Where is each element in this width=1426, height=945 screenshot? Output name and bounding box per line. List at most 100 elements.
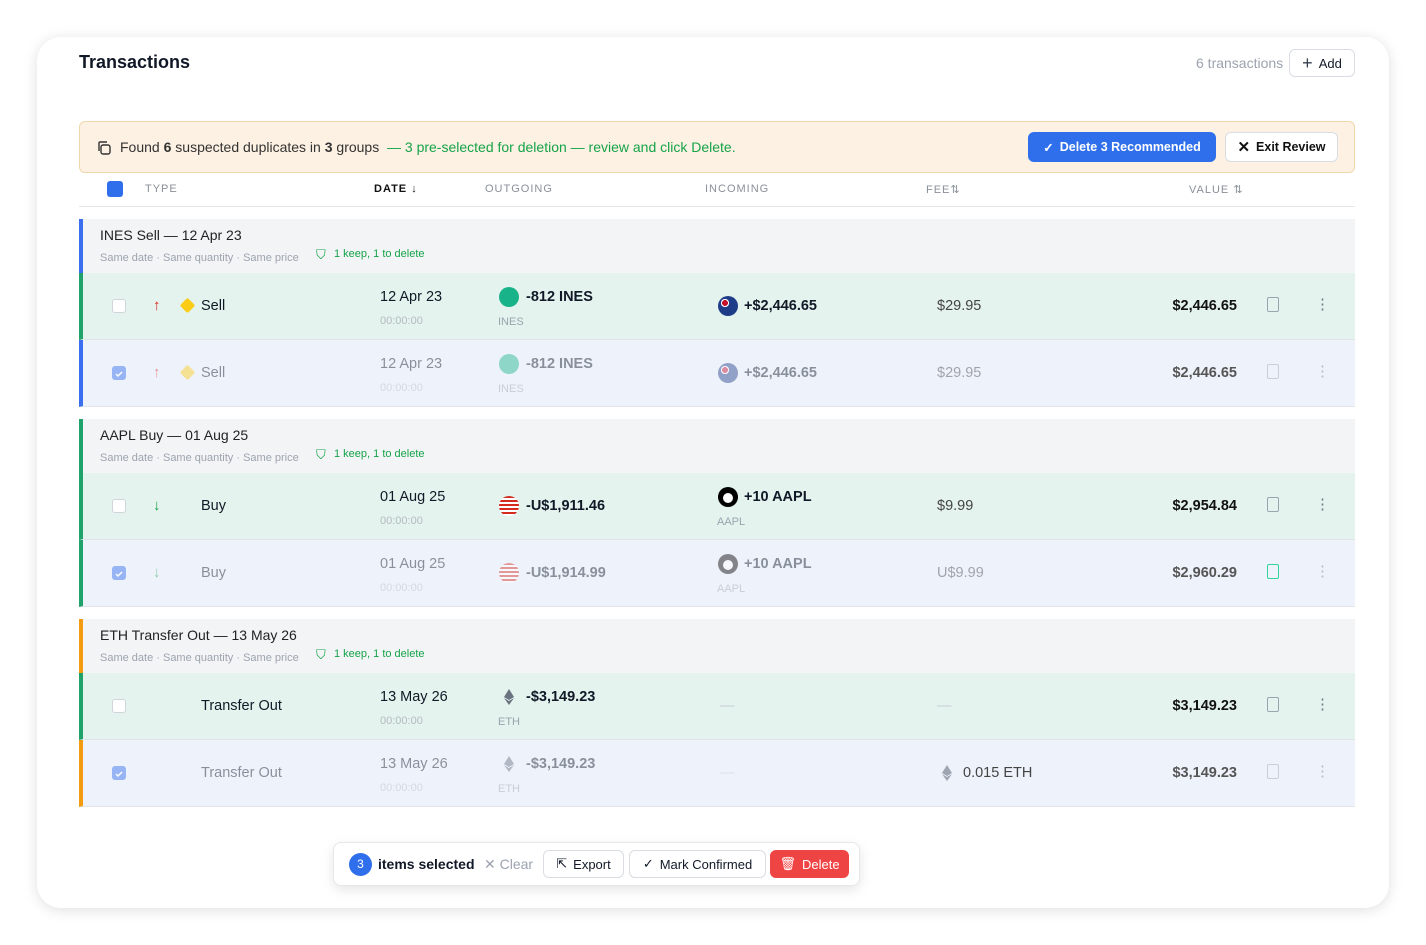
outgoing-sub: INES [498,383,524,395]
badge-icon: ⛉ [316,447,326,462]
fee: — [937,698,952,714]
time: 00:00:00 [380,315,423,327]
incoming-sub: AAPL [717,516,746,528]
fee: $29.95 [937,365,982,381]
checkbox[interactable] [112,499,126,513]
type: Sell [201,365,226,381]
banner: Found 6 suspected duplicates in 3 groups… [79,121,1355,173]
row: Transfer Out 13 May 26 00:00:00 -$3,149.23 E… [79,740,1355,807]
col-fee-label: FEE [926,184,951,196]
badge-icon: ⛉ [316,647,326,662]
group-header: AAPL Buy — 01 Aug 25 Same date · Same qua… [79,419,1355,473]
checkbox[interactable] [112,699,126,713]
outgoing: -$3,149.23 [526,689,596,705]
arrow: ↑ [153,297,161,314]
fee: 0.015 ETH [963,765,1033,781]
type: Sell [201,298,226,314]
aapl-icon [718,554,738,574]
clipboard[interactable] [1267,497,1279,512]
exit-label: Exit Review [1256,140,1326,154]
banner-text: Found 6 suspected duplicates in 3 groups [120,139,379,155]
type: Buy [201,565,226,581]
outgoing: -U$1,914.99 [526,565,606,581]
more[interactable]: ⋮ [1315,696,1330,713]
time: 00:00:00 [380,582,423,594]
clipboard[interactable] [1267,364,1279,379]
checkbox[interactable] [112,566,126,580]
diamond-icon [179,297,196,314]
us-icon [499,496,519,516]
col-incoming: INCOMING [705,183,770,195]
copy-icon [98,141,111,155]
col-value[interactable]: VALUE ⇅ [1189,184,1244,196]
count: 6 transactions [1196,55,1284,71]
delete-recommended[interactable]: ✓ Delete 3 Recommended [1028,132,1216,162]
more[interactable]: ⋮ [1315,363,1330,380]
group-count: 3 [324,139,333,155]
date: 13 May 26 [380,689,448,705]
clipboard[interactable] [1267,564,1279,579]
outgoing-sub: ETH [498,716,520,728]
delete-button[interactable]: 🗑 Delete [770,850,849,878]
row: ↓ Buy 01 Aug 25 00:00:00 -U$1,911.46 +10 AAPL… [79,473,1355,540]
us-icon [499,563,519,583]
au-icon [718,363,738,383]
fee: U$9.99 [937,565,984,581]
clipboard[interactable] [1267,764,1279,779]
checkbox[interactable] [112,366,126,380]
checkbox[interactable] [112,766,126,780]
clear-label: Clear [499,856,534,872]
select-all[interactable] [107,181,123,197]
type: Transfer Out [201,765,282,781]
clipboard[interactable] [1267,297,1279,312]
row: ↑ Sell 12 Apr 23 00:00:00 -812 INES INES +$2,4… [79,340,1355,407]
group-title: AAPL Buy — 01 Aug 25 [100,427,249,443]
more[interactable]: ⋮ [1315,296,1330,313]
outgoing-sub: ETH [498,783,520,795]
group-title: INES Sell — 12 Apr 23 [100,227,242,243]
more[interactable]: ⋮ [1315,563,1330,580]
clear-button[interactable]: ✕ Clear [484,856,534,872]
col-fee[interactable]: FEE⇅ [926,184,961,196]
export-button[interactable]: ⇱ Export [543,850,624,878]
eth-icon [937,763,957,783]
value: $2,960.29 [1172,565,1237,581]
exit-review[interactable]: ✕ Exit Review [1225,132,1338,162]
clipboard[interactable] [1267,697,1279,712]
group-header: INES Sell — 12 Apr 23 Same date · Same qu… [79,219,1355,273]
row: ↑ Sell 12 Apr 23 00:00:00 -812 INES INES +$2,4… [79,273,1355,340]
incoming: — [720,698,735,714]
confirm-label: Mark Confirmed [659,856,753,872]
ines-icon [499,354,519,374]
fee: $29.95 [937,298,982,314]
date: 12 Apr 23 [380,289,443,305]
delete-label: Delete [801,856,840,872]
outgoing: -$3,149.23 [526,756,596,772]
arrow: ↑ [153,364,161,381]
value: $3,149.23 [1172,765,1237,781]
more[interactable]: ⋮ [1315,496,1330,513]
col-value-label: VALUE [1189,184,1230,196]
type: Transfer Out [201,698,282,714]
add-label: Add [1318,55,1342,71]
eth-icon [499,754,519,774]
col-date[interactable]: DATE ↓ [374,183,418,195]
outgoing: -812 INES [526,356,593,372]
group-criteria: Same date · Same quantity · Same price [100,652,299,664]
mid: suspected duplicates in [175,139,321,155]
date: 12 Apr 23 [380,356,443,372]
col-outgoing: OUTGOING [485,183,553,195]
confirm-button[interactable]: ✓ Mark Confirmed [629,850,766,878]
banner-note: — 3 pre-selected for deletion — review a… [387,139,736,155]
group-criteria: Same date · Same quantity · Same price [100,452,299,464]
date: 01 Aug 25 [380,489,446,505]
found: Found [120,139,160,155]
add-button[interactable]: + Add [1289,49,1355,77]
more[interactable]: ⋮ [1315,763,1330,780]
selection-label: items selected [378,856,475,872]
checkbox[interactable] [112,299,126,313]
date: 13 May 26 [380,756,448,772]
group-badge: 1 keep, 1 to delete [334,448,425,460]
value: $2,446.65 [1172,365,1237,381]
